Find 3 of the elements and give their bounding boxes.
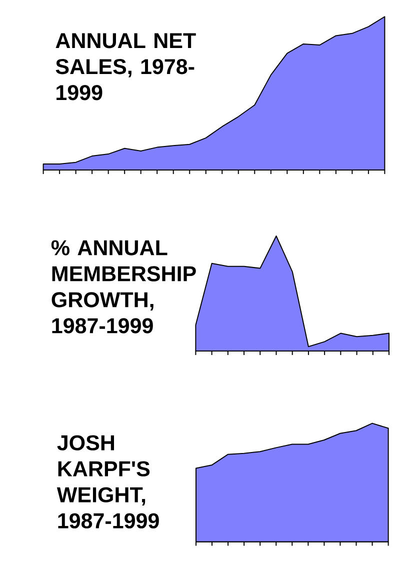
text: JOSH KARPF'S WEIGHT, 1987-1999 xyxy=(56,435,159,528)
text: ANNUAL NET SALES, 1978-1999 xyxy=(56,33,196,100)
text: % ANNUAL MEMBERSHIP GROWTH, 1987-1999 xyxy=(51,240,196,334)
